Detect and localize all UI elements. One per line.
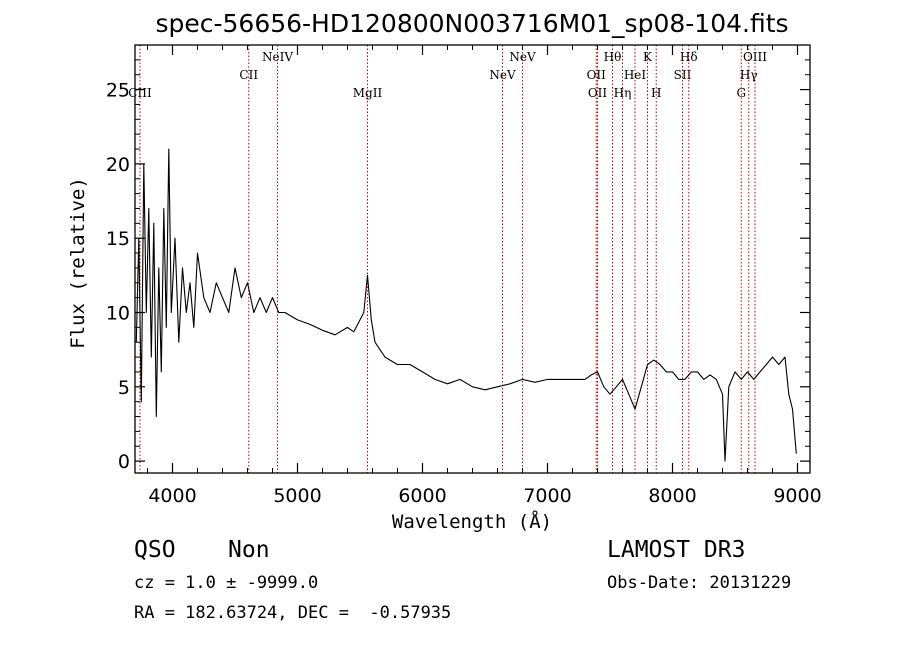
x-tick-label: 9000 [773, 485, 821, 507]
spectral-line-label: Hγ [740, 68, 758, 82]
x-tick-label: 6000 [398, 485, 446, 507]
plot-frame [134, 44, 811, 474]
spectral-line-label: OIII [743, 50, 767, 64]
spectral-line-label: MgII [353, 86, 383, 100]
spectral-line-label: SII [674, 68, 692, 82]
y-tick-label: 0 [118, 451, 130, 473]
chart-title: spec-56656-HD120800N003716M01_sp08-104.f… [155, 9, 788, 38]
cz-value: cz = 1.0 ± -9999.0 [134, 573, 319, 593]
y-tick-label: 15 [106, 228, 130, 250]
spectral-line-label: H [651, 86, 661, 100]
spectral-line-label: CIII [128, 86, 152, 100]
x-tick-label: 5000 [273, 485, 321, 507]
class-label: QSO [134, 537, 176, 563]
spectral-line-label: Hθ [604, 50, 622, 64]
y-tick-label: 10 [106, 303, 130, 325]
ra-dec: RA = 182.63724, DEC = -0.57935 [134, 603, 452, 623]
spectrum-line [135, 148, 797, 462]
spectral-line-label: CII [239, 68, 258, 82]
y-tick-label: 25 [106, 80, 130, 102]
spectral-line-label: K [643, 50, 653, 64]
spectral-line-label: G [736, 86, 746, 100]
x-tick-label: 7000 [523, 485, 571, 507]
spectral-line-label: HeI [624, 68, 647, 82]
spectral-line-label: Hη [614, 86, 632, 100]
spectrum-layer [135, 148, 797, 462]
spectral-line-label: NeIV [262, 50, 293, 64]
x-tick-label: 4000 [148, 485, 196, 507]
spectral-line-label: NeV [489, 68, 516, 82]
spectral-line-label: Hδ [680, 50, 698, 64]
spectral-line-label: OII [588, 86, 608, 100]
survey-label: LAMOST DR3 [607, 537, 746, 563]
y-tick-label: 20 [106, 154, 130, 176]
y-tick-label: 5 [118, 377, 130, 399]
x-tick-label: 8000 [648, 485, 696, 507]
spectral-line-markers: CIII CII NeIV MgII NeV NeV OII OII Hθ Hη HeI K H SII H… [128, 45, 767, 473]
y-axis-label: Flux (relative) [67, 177, 89, 349]
spectral-line-label: OII [587, 68, 607, 82]
obs-date: Obs-Date: 20131229 [607, 573, 792, 593]
x-axis-label: Wavelength (Å) [392, 510, 552, 533]
axis-ticks: 4000 5000 6000 7000 8000 9000 0 5 10 15 20 25 [106, 45, 822, 507]
subclass-label: Non [228, 537, 270, 563]
spectral-line-label: NeV [509, 50, 536, 64]
